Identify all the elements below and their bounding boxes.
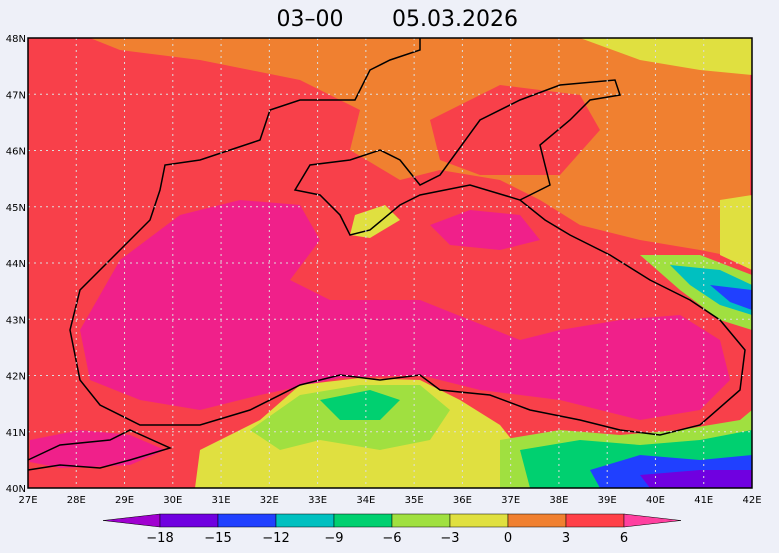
field-red-azov <box>430 85 600 175</box>
legend-label: −9 <box>324 531 343 546</box>
lon-label: 27E <box>18 495 37 506</box>
lon-label: 38E <box>549 495 568 506</box>
lat-label: 41N <box>6 428 26 439</box>
lat-label: 42N <box>6 372 26 383</box>
legend-swatch <box>159 513 219 528</box>
lon-label: 39E <box>598 495 617 506</box>
legend-label: −15 <box>204 531 231 546</box>
lat-label: 48N <box>6 34 26 45</box>
field-magenta-bosporus <box>30 430 165 468</box>
lon-label: 30E <box>163 495 182 506</box>
lat-label: 43N <box>6 315 26 326</box>
legend-label: 3 <box>562 531 570 546</box>
lon-label: 31E <box>212 495 231 506</box>
coastline-marmara <box>27 429 173 471</box>
legend-arrow-low <box>102 513 161 528</box>
legend-label: 6 <box>620 531 628 546</box>
legend-swatch <box>217 513 277 528</box>
field-magenta-west <box>80 200 730 420</box>
lon-label: 28E <box>67 495 86 506</box>
coastline <box>69 38 746 436</box>
lon-label: 40E <box>646 495 665 506</box>
field-blue-ne <box>710 285 752 310</box>
field-yellow-crimea <box>350 205 400 238</box>
lon-label: 42E <box>742 495 761 506</box>
legend-label: −18 <box>146 531 173 546</box>
lat-label: 45N <box>6 203 26 214</box>
legend-label: −3 <box>440 531 459 546</box>
legend-label: 0 <box>504 531 512 546</box>
field-purple-east <box>640 470 752 488</box>
field-magenta-east <box>430 210 540 250</box>
field-orange <box>90 38 750 260</box>
map-frame <box>27 37 753 489</box>
legend-label: −6 <box>382 531 401 546</box>
legend-arrow-high <box>623 513 682 528</box>
legend-swatch <box>507 513 567 528</box>
lat-label: 47N <box>6 90 26 101</box>
field-teal-south <box>320 390 400 420</box>
legend-label: −12 <box>262 531 289 546</box>
lon-label: 32E <box>260 495 279 506</box>
lon-label: 29E <box>115 495 134 506</box>
legend-swatch <box>449 513 509 528</box>
legend-swatch <box>391 513 451 528</box>
lon-label: 36E <box>453 495 472 506</box>
field <box>28 38 752 488</box>
lat-label: 44N <box>6 259 26 270</box>
legend-swatch <box>333 513 393 528</box>
title-date: 05.03.2026 <box>392 7 518 32</box>
field-yellow <box>580 38 752 75</box>
lon-label: 35E <box>405 495 424 506</box>
lat-label: 46N <box>6 147 26 158</box>
title-time: 03–00 <box>277 7 344 32</box>
legend-swatch <box>275 513 335 528</box>
lon-label: 34E <box>356 495 375 506</box>
field-yellow-east <box>720 195 752 270</box>
legend-swatch <box>565 513 625 528</box>
lon-label: 33E <box>308 495 327 506</box>
lat-label: 40N <box>6 484 26 495</box>
lon-label: 37E <box>501 495 520 506</box>
lon-label: 41E <box>694 495 713 506</box>
